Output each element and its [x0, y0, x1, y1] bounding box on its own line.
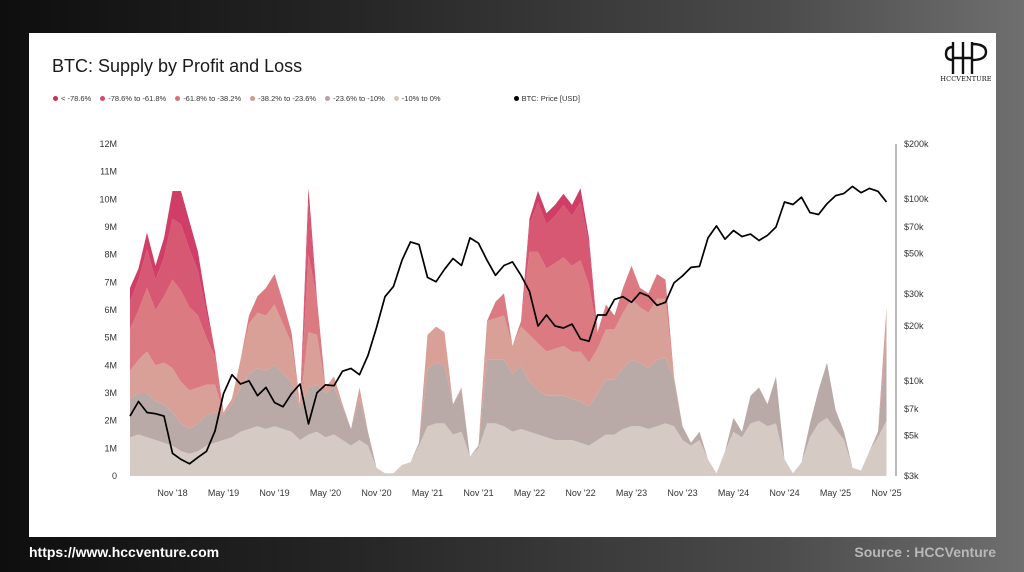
y-axis-left-tick-label: 3M [104, 388, 117, 398]
x-axis-tick-label: May '24 [718, 488, 749, 498]
legend-item-below-78[interactable]: < -78.6% [53, 94, 91, 103]
y-axis-right-tick-label: $10k [904, 376, 924, 386]
x-axis-tick-label: Nov '24 [769, 488, 799, 498]
legend-label: -78.6% to -61.8% [108, 94, 167, 103]
x-axis-tick-label: May '22 [514, 488, 545, 498]
x-axis-tick-label: May '21 [412, 488, 443, 498]
y-axis-right-tick-label: $5k [904, 431, 919, 441]
y-axis-right-tick-label: $50k [904, 249, 924, 259]
legend-label: < -78.6% [61, 94, 92, 103]
area-series-23-to-10 [130, 337, 887, 474]
chart-card: 0 1M 2M 3M 4M 5M 6M 7M 8M 9M 10M 11M 12M $3k $5k $7k $10… [29, 33, 996, 537]
legend-swatch [250, 96, 256, 101]
website-url[interactable]: https://www.hccventure.com [29, 544, 220, 560]
x-axis-tick-label: Nov '20 [361, 488, 391, 498]
y-axis-right-tick-label: $30k [904, 289, 924, 299]
y-axis-right-tick-label: $200k [904, 139, 929, 149]
legend-item-btc-price[interactable]: BTC: Price [USD] [513, 94, 580, 103]
legend-label: -38.2% to -23.6% [258, 94, 317, 103]
y-axis-right-tick-label: $3k [904, 471, 919, 481]
logo-text: HCCVENTURE [940, 75, 992, 83]
legend-label: -61.8% to -38.2% [183, 94, 242, 103]
legend-item-38-23[interactable]: -38.2% to -23.6% [250, 94, 316, 103]
y-axis-right-tick-label: $70k [904, 222, 924, 232]
y-axis-left-tick-label: 0 [112, 471, 117, 481]
legend-swatch [513, 96, 519, 101]
btc-price-line [129, 185, 888, 465]
x-axis-tick-label: May '19 [208, 488, 239, 498]
legend-item-23-10[interactable]: -23.6% to -10% [325, 94, 385, 103]
x-axis-tick-label: May '23 [616, 488, 647, 498]
legend-item-78-61[interactable]: -78.6% to -61.8% [100, 94, 166, 103]
x-axis-tick-label: May '20 [310, 488, 341, 498]
legend-swatch [53, 96, 58, 101]
y-axis-left-tick-label: 1M [104, 443, 117, 453]
y-axis-right-tick-label: $100k [904, 194, 929, 204]
legend-item-10-0[interactable]: -10% to 0% [393, 94, 441, 103]
y-axis-left-tick-label: 5M [104, 333, 117, 343]
legend-label: -10% to 0% [401, 94, 441, 103]
y-axis-left-tick-label: 4M [104, 360, 117, 370]
source-credit: Source : HCCVenture [854, 544, 996, 560]
y-axis-left-tick-label: 2M [104, 416, 117, 426]
legend-label: BTC: Price [USD] [521, 94, 580, 103]
y-axis-left-tick-label: 8M [104, 250, 117, 260]
legend-swatch [325, 96, 331, 101]
x-axis-tick-label: Nov '19 [259, 488, 289, 498]
y-axis-left-tick-label: 9M [104, 222, 117, 232]
area-series-38-to-23 [130, 298, 887, 474]
logo-monogram-icon [944, 42, 988, 74]
x-axis-tick-label: Nov '22 [565, 488, 595, 498]
legend-label: -23.6% to -10% [333, 94, 385, 103]
y-axis-left-tick-label: 6M [104, 305, 117, 315]
legend-item-61-38[interactable]: -61.8% to -38.2% [175, 94, 241, 103]
chart-title: BTC: Supply by Profit and Loss [52, 56, 303, 76]
x-axis-tick-label: May '25 [820, 488, 851, 498]
x-axis-tick-label: Nov '18 [157, 488, 187, 498]
y-axis-left-tick-label: 7M [104, 277, 117, 287]
x-axis-tick-label: Nov '25 [871, 488, 901, 498]
legend-swatch [100, 96, 106, 101]
y-axis-right-tick-label: $7k [904, 404, 919, 414]
x-axis-tick-label: Nov '21 [463, 488, 493, 498]
legend-swatch [393, 96, 399, 101]
legend-swatch [175, 96, 181, 101]
y-axis-right-tick-label: $20k [904, 321, 924, 331]
area-series-10-to-0 [130, 417, 887, 476]
hccventure-logo: HCCVENTURE [939, 39, 993, 89]
supply-profit-loss-chart: 0 1M 2M 3M 4M 5M 6M 7M 8M 9M 10M 11M 12M $3k $5k $7k $10… [99, 139, 929, 498]
x-axis-tick-label: Nov '23 [667, 488, 697, 498]
chart-legend: < -78.6% -78.6% to -61.8% -61.8% to -38.… [53, 94, 580, 103]
y-axis-left-tick-label: 11M [100, 167, 117, 177]
y-axis-left-tick-label: 10M [99, 194, 117, 204]
y-axis-left-tick-label: 12M [99, 139, 117, 149]
